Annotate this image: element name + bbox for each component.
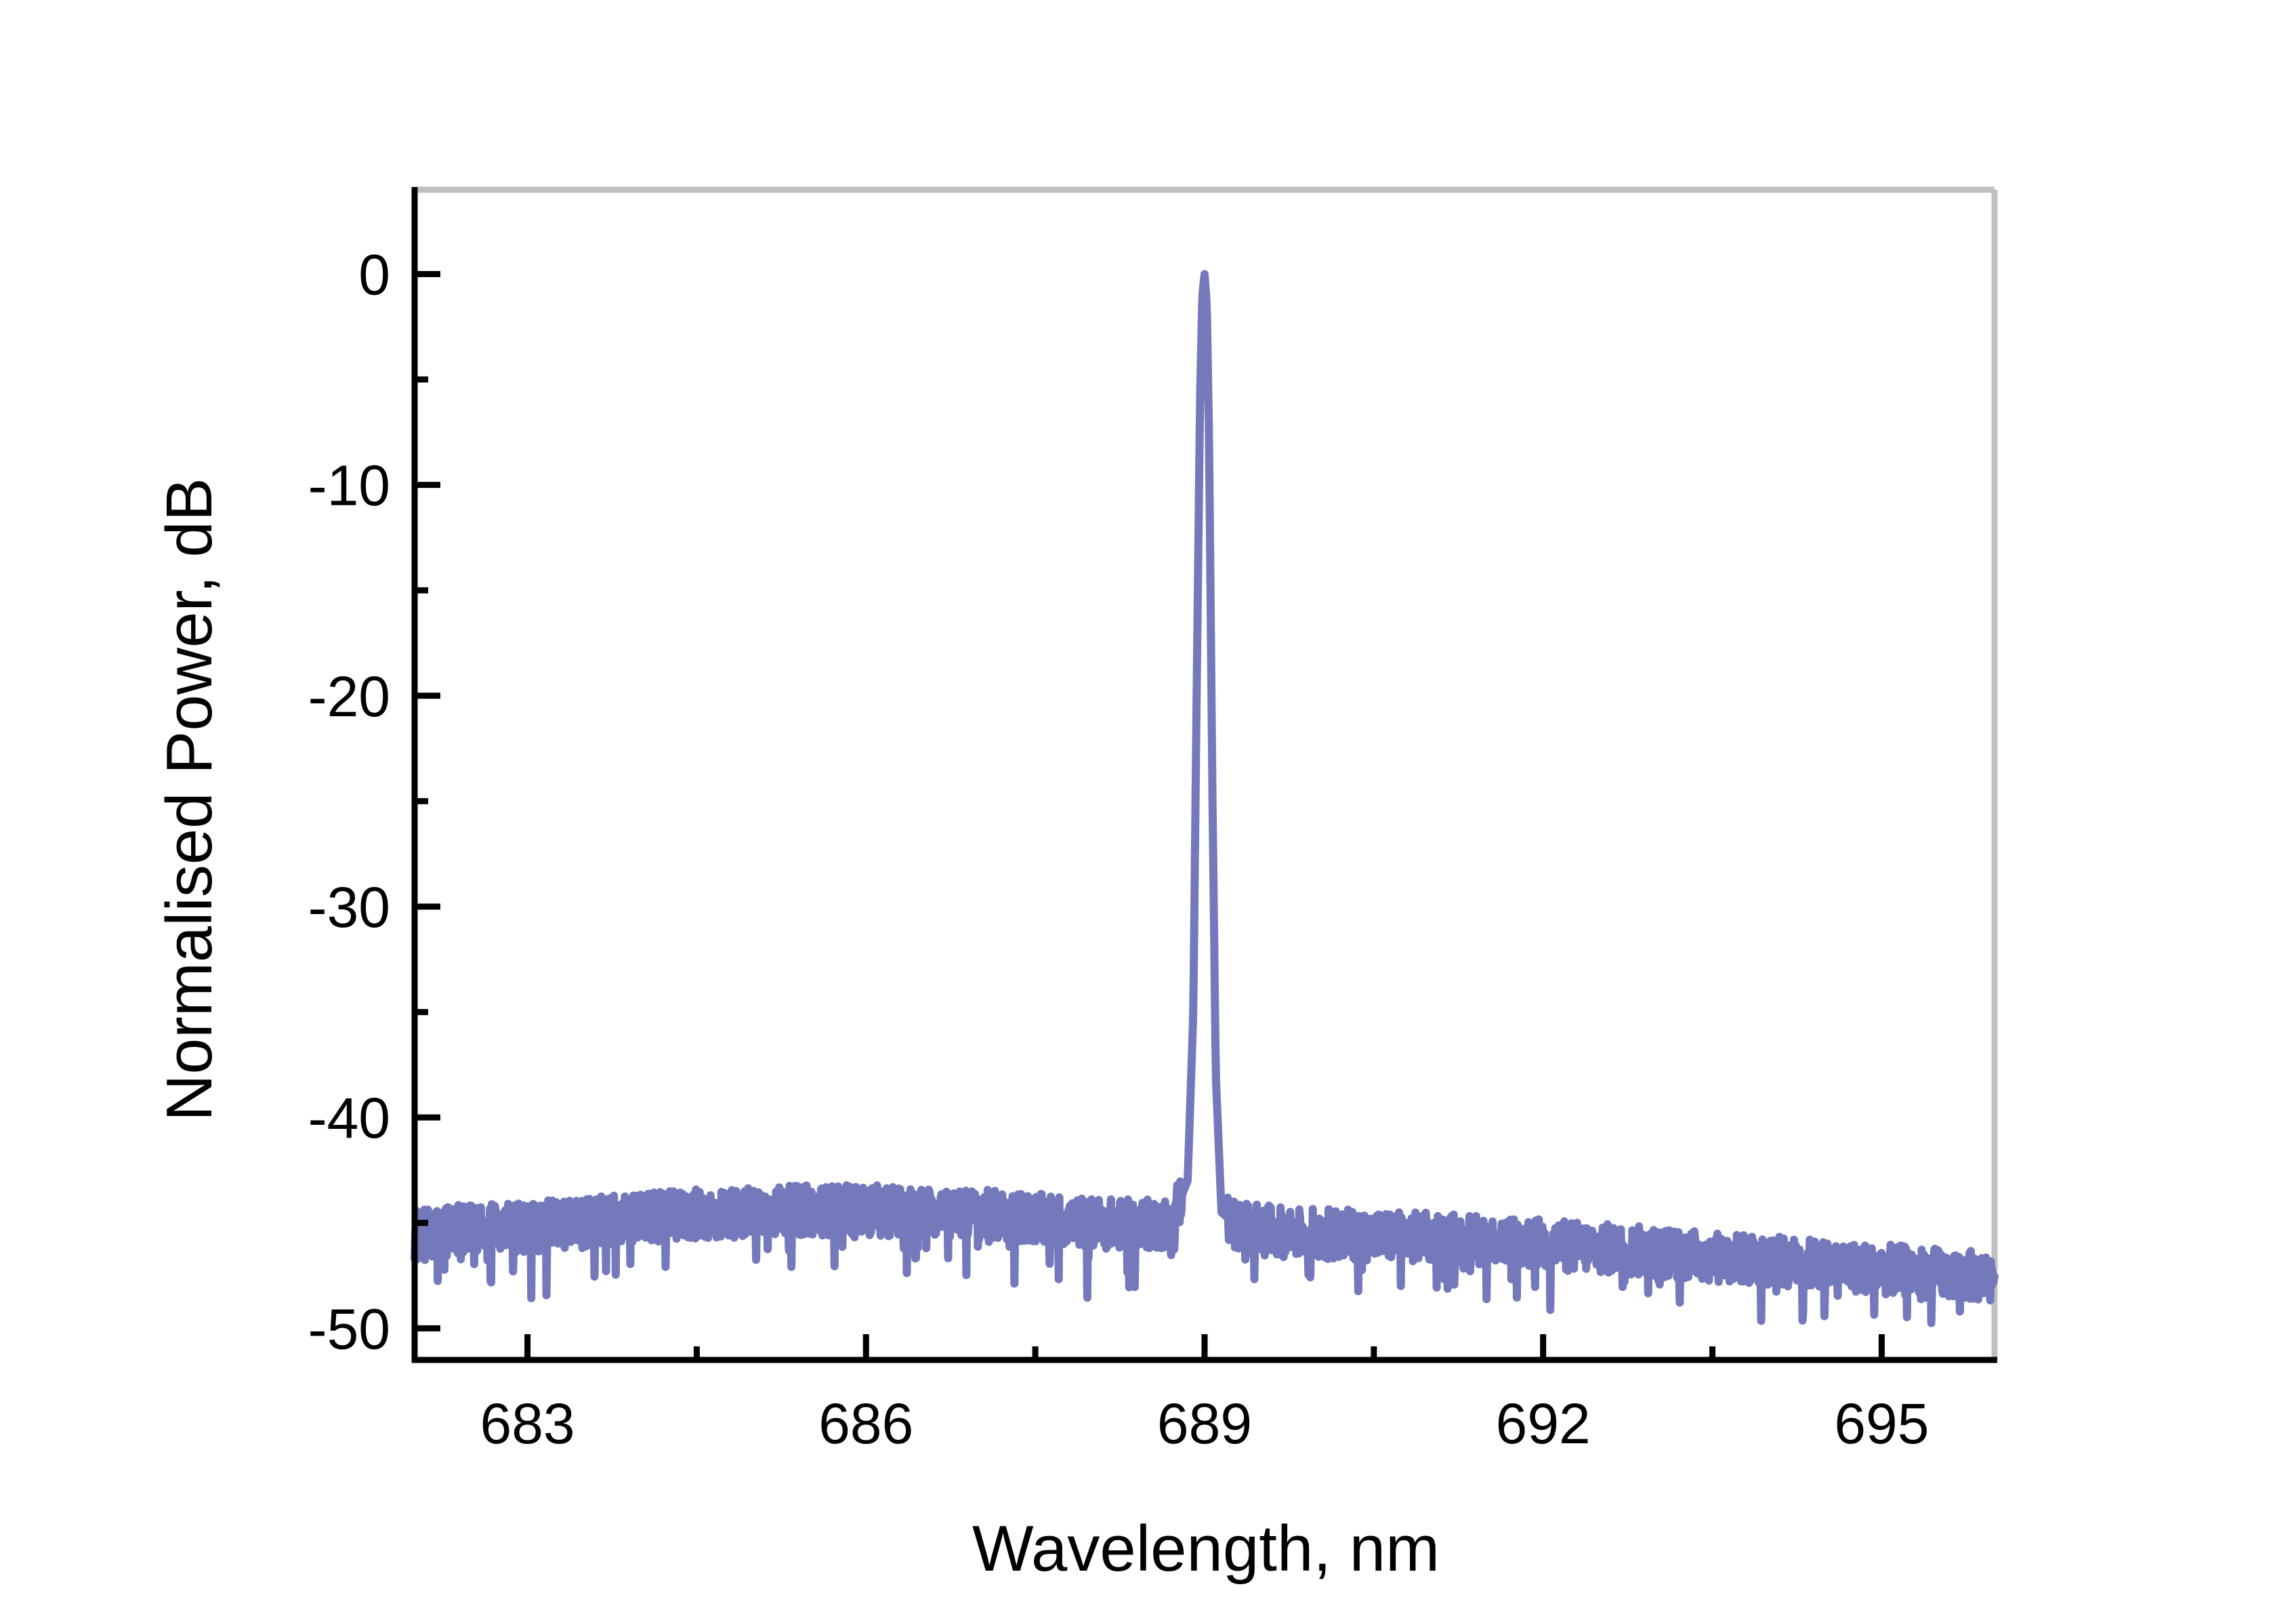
spectrum-line xyxy=(411,270,1999,1327)
series-group xyxy=(411,270,1999,1327)
x-ticks: 683 686 689 692 695 xyxy=(480,1334,1929,1455)
y-tick-label: 0 xyxy=(358,243,390,306)
y-tick-label: -20 xyxy=(308,665,390,728)
y-tick-label: -30 xyxy=(308,875,390,939)
x-axis-title: Wavelength, nm xyxy=(972,1512,1440,1585)
x-tick-label: 689 xyxy=(1157,1392,1252,1455)
x-tick-label: 683 xyxy=(480,1392,575,1455)
plot-frame xyxy=(415,186,1998,1360)
y-axis-title: Normalised Power, dB xyxy=(153,478,226,1121)
x-tick-label: 695 xyxy=(1834,1392,1929,1455)
x-tick-label: 692 xyxy=(1496,1392,1591,1455)
y-tick-label: -10 xyxy=(308,454,390,518)
x-tick-label: 686 xyxy=(818,1392,913,1455)
y-tick-label: -40 xyxy=(308,1086,390,1150)
y-ticks: 0 -10 -20 -30 -40 -50 xyxy=(308,243,440,1361)
y-tick-label: -50 xyxy=(308,1297,390,1361)
